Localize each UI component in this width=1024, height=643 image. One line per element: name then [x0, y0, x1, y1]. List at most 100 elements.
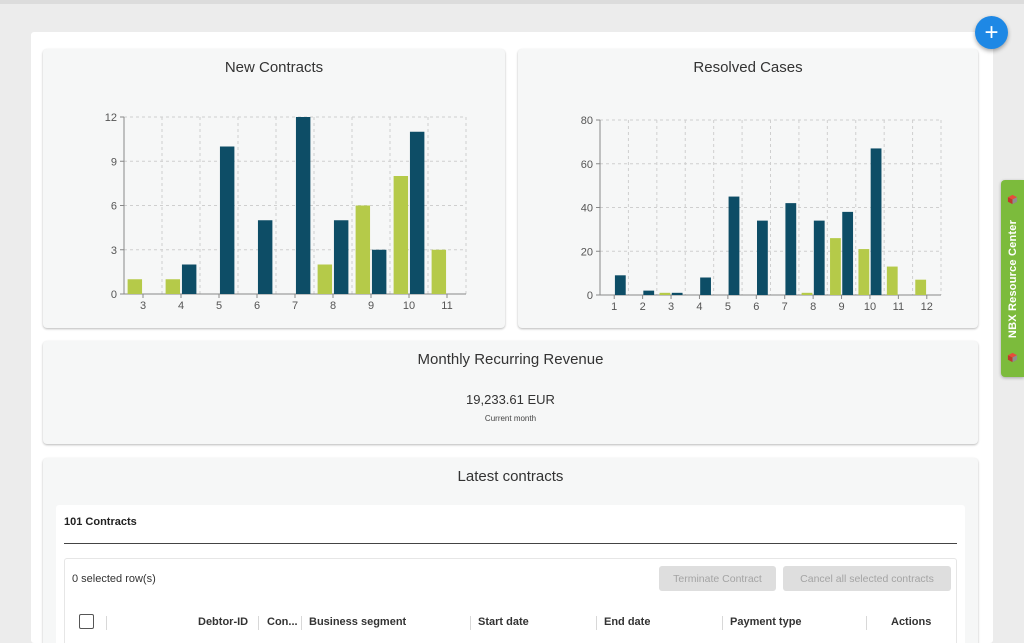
dark-bar [614, 275, 626, 295]
x-tick-label: 1 [611, 301, 617, 313]
terminate-contract-button[interactable]: Terminate Contract [659, 566, 776, 591]
plus-icon: + [984, 18, 999, 46]
y-tick-label: 6 [111, 201, 117, 213]
resource-center-tab[interactable]: NBX Resource Center [1001, 180, 1024, 377]
latest-contracts-title: Latest contracts [457, 468, 564, 485]
cube-icon [1007, 352, 1018, 363]
dark-bar [757, 220, 768, 295]
x-tick-label: 12 [921, 301, 933, 313]
dark-bar [643, 290, 655, 295]
x-tick-label: 8 [810, 301, 816, 313]
latest-contracts-card: Latest contracts 101 Contracts 0 selecte… [43, 458, 978, 643]
column-separator [258, 616, 259, 630]
dark-bar [870, 148, 882, 295]
light-bar [659, 292, 671, 295]
column-header-debtor-id[interactable]: Debtor-ID [198, 616, 249, 628]
x-tick-label: 3 [140, 300, 146, 312]
dark-bar [409, 131, 425, 294]
cube-icon [1007, 194, 1018, 205]
light-bar [127, 279, 143, 294]
x-tick-label: 6 [254, 300, 260, 312]
new-contracts-chart: 0 3 6 9 12 3 4 5 6 7 8 9 10 11 [105, 112, 467, 312]
column-separator [301, 616, 302, 630]
column-separator [106, 616, 107, 630]
x-tick-label: 5 [725, 301, 731, 313]
x-tick-label: 5 [216, 300, 222, 312]
contracts-count: 101 Contracts [64, 516, 137, 528]
y-tick-label: 80 [581, 115, 593, 127]
light-bar [915, 279, 927, 295]
resolved-cases-title: Resolved Cases [693, 59, 803, 76]
light-bar [431, 249, 447, 294]
contracts-grid: 0 selected row(s) Terminate Contract Can… [64, 558, 957, 643]
dark-bar [181, 264, 197, 294]
x-tick-label: 11 [441, 300, 452, 312]
column-header-actions[interactable]: Actions [891, 616, 932, 628]
column-header-contract[interactable]: Con... [267, 616, 298, 628]
dark-bar [813, 220, 825, 295]
dark-bar [219, 146, 235, 294]
selected-rows-label: 0 selected row(s) [72, 573, 156, 585]
dark-bar [671, 292, 683, 295]
x-tick-label: 2 [640, 301, 646, 313]
table-header-row: Debtor-ID Con... Business segment Start … [65, 609, 956, 637]
resolved-cases-card: Resolved Cases 0 20 40 60 80 1 2 3 4 5 6 7 8 9 10 11 12 [518, 49, 978, 328]
light-bar [393, 176, 409, 294]
x-tick-label: 8 [330, 300, 336, 312]
y-tick-label: 0 [587, 290, 593, 302]
x-tick-label: 9 [368, 300, 374, 312]
column-header-payment-type[interactable]: Payment type [730, 616, 802, 628]
column-separator [596, 616, 597, 630]
y-tick-label: 40 [581, 203, 593, 215]
column-header-business-segment[interactable]: Business segment [309, 616, 407, 628]
add-button[interactable]: + [975, 16, 1008, 49]
y-tick-label: 12 [105, 112, 117, 124]
mrr-value: 19,233.61 EUR [466, 392, 555, 407]
x-tick-label: 6 [753, 301, 759, 313]
dark-bar [728, 196, 740, 295]
column-header-end-date[interactable]: End date [604, 616, 651, 628]
y-tick-label: 3 [111, 245, 117, 257]
new-contracts-title: New Contracts [224, 59, 324, 76]
x-tick-label: 7 [782, 301, 788, 313]
light-bar [830, 238, 841, 295]
new-contracts-card: New Contracts 0 3 6 9 12 3 4 5 6 7 8 9 10 11 [43, 49, 505, 328]
contracts-panel: 101 Contracts 0 selected row(s) Terminat… [56, 505, 965, 643]
dark-bar [842, 211, 854, 295]
column-header-start-date[interactable]: Start date [478, 616, 529, 628]
x-tick-label: 7 [292, 300, 298, 312]
x-tick-label: 3 [668, 301, 674, 313]
resource-center-label: NBX Resource Center [1006, 219, 1019, 338]
cancel-selected-contracts-button[interactable]: Cancel all selected contracts [783, 566, 951, 591]
dark-bar [700, 277, 711, 295]
x-tick-label: 9 [838, 301, 844, 313]
mrr-card: Monthly Recurring Revenue 19,233.61 EUR … [43, 341, 978, 444]
x-tick-label: 4 [696, 301, 702, 313]
light-bar [355, 205, 371, 294]
y-tick-label: 9 [111, 156, 117, 168]
y-tick-label: 20 [581, 246, 593, 258]
x-tick-label: 11 [893, 301, 904, 313]
select-all-checkbox[interactable] [79, 614, 94, 629]
dark-bar [785, 203, 797, 295]
column-separator [722, 616, 723, 630]
column-separator [866, 616, 867, 630]
light-bar [801, 292, 813, 295]
mrr-title: Monthly Recurring Revenue [417, 351, 604, 368]
light-bar [886, 266, 898, 295]
dashboard-content: New Contracts 0 3 6 9 12 3 4 5 6 7 8 9 10 11 Resolved… [31, 32, 993, 643]
y-tick-label: 0 [111, 289, 117, 301]
y-tick-label: 60 [581, 159, 593, 171]
dark-bar [257, 220, 273, 294]
light-bar [317, 264, 333, 294]
mrr-caption: Current month [484, 414, 537, 423]
dark-bar [333, 220, 349, 294]
x-tick-label: 4 [178, 300, 184, 312]
dark-bar [295, 117, 311, 294]
column-separator [470, 616, 471, 630]
x-tick-label: 10 [864, 301, 876, 313]
x-tick-label: 10 [403, 300, 415, 312]
contracts-divider [64, 543, 957, 544]
light-bar [858, 249, 870, 295]
